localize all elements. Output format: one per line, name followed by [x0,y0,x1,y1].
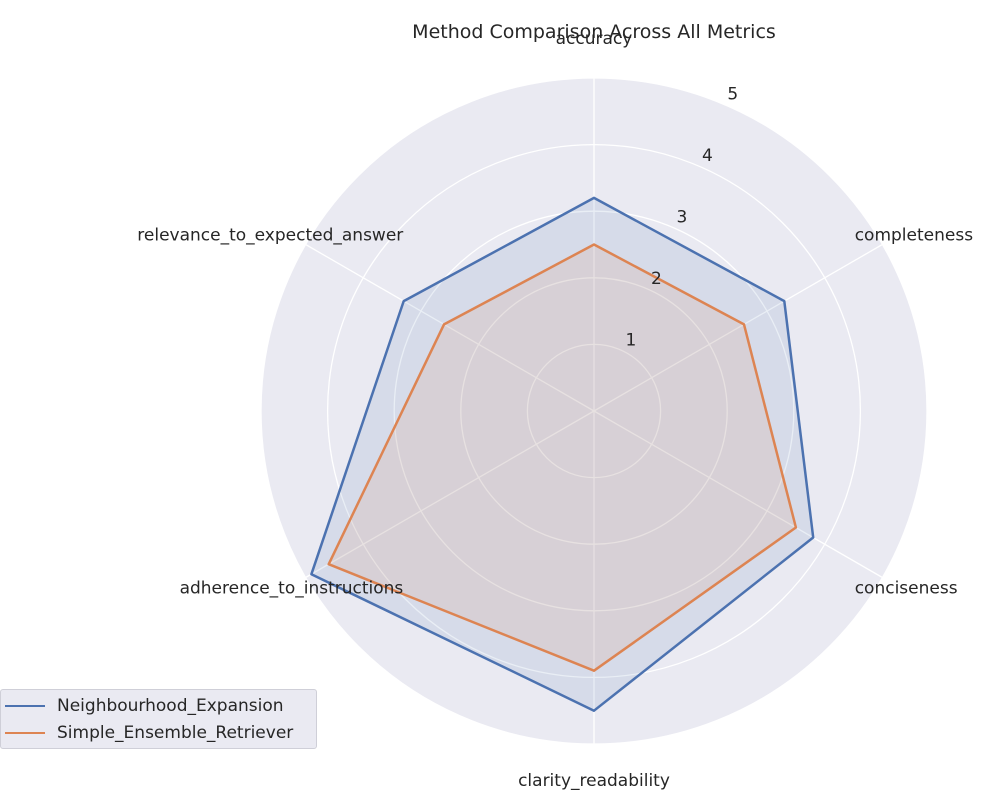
series-fill-1 [311,197,814,711]
radial-tick-labels: 1 2 3 4 5 [625,84,738,350]
radial-tick-3: 3 [676,207,687,227]
axis-labels: accuracy completeness conciseness clarity_r… [137,29,973,791]
series-layer [310,196,815,712]
axis-label-conciseness: conciseness [855,579,958,599]
radial-tick-4: 4 [702,146,713,166]
legend-swatch-series-1 [5,705,45,707]
grid-spokes [305,78,883,744]
axis-label-accuracy: accuracy [556,29,633,49]
legend-label-series-1: Neighbourhood_Expansion [57,696,284,716]
legend-swatch-series-2 [5,732,45,734]
chart-title: Method Comparison Across All Metrics [412,21,776,43]
grid-spoke [305,410,595,579]
legend-label-series-2: Simple_Ensemble_Retriever [57,723,294,743]
radial-tick-1: 1 [625,330,636,350]
grid-spoke [593,243,883,412]
legend-item-series-2: Simple_Ensemble_Retriever [5,721,293,745]
axis-label-clarity_readability: clarity_readability [518,771,670,791]
legend-item-series-1: Neighbourhood_Expansion [5,694,284,718]
series-fill-2 [328,244,796,671]
axis-label-adherence_to_instructions: adherence_to_instructions [180,579,404,599]
series-line-2 [327,243,798,672]
grid-spoke [305,243,595,412]
axis-label-relevance_to_expected_answer: relevance_to_expected_answer [137,226,403,246]
radial-tick-5: 5 [727,84,738,104]
legend: Neighbourhood_Expansion Simple_Ensemble_… [0,689,317,749]
radial-tick-2: 2 [651,269,662,289]
grid-spoke [593,410,883,579]
axis-label-completeness: completeness [855,226,973,246]
